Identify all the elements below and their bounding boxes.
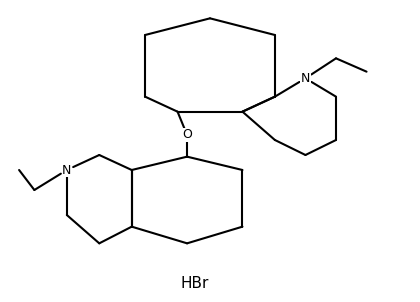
Text: HBr: HBr (181, 275, 209, 291)
Text: N: N (62, 163, 71, 176)
Text: N: N (301, 72, 310, 85)
Text: O: O (182, 128, 192, 142)
